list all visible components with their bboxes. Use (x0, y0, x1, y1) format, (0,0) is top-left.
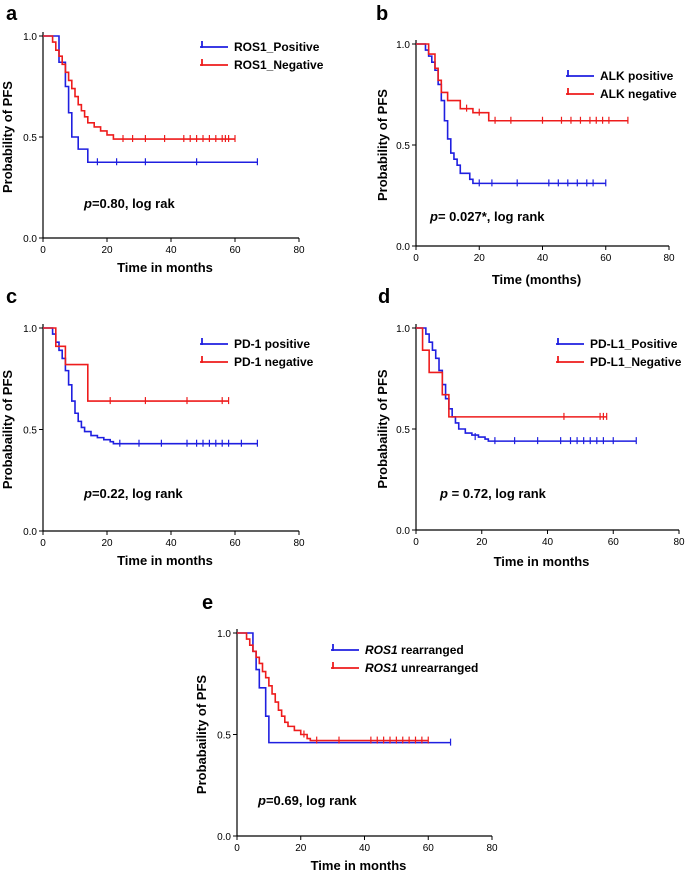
p-value-annotation: p = 0.72, log rank (439, 486, 547, 501)
y-tick-label: 1.0 (396, 324, 410, 335)
y-axis-label: Probability of PFS (0, 81, 15, 193)
x-axis-label: Time in months (117, 260, 213, 275)
p-value-annotation: p=0.69, log rank (257, 793, 357, 808)
legend-label: ALK negative (600, 87, 677, 101)
y-tick-label: 0.5 (396, 141, 410, 152)
x-tick-label: 20 (476, 537, 488, 548)
panel-e: e 0 20 40 60 80 0.0 0.5 1.0 Time in months Probaba… (194, 592, 498, 873)
legend: ALK positive ALK negative (566, 69, 677, 101)
legend-label: ROS1 rearranged (365, 643, 464, 657)
legend-label: ALK positive (600, 69, 674, 83)
series-line-negative (416, 43, 628, 122)
y-tick-label: 1.0 (23, 32, 37, 43)
x-axis-label: Time (months) (492, 272, 581, 287)
legend: ROS1_Positive ROS1_Negative (200, 40, 324, 72)
y-tick-label: 0.0 (23, 234, 37, 245)
legend-label: ROS1_Negative (234, 58, 324, 72)
y-tick-label: 1.0 (217, 629, 231, 640)
panel-b: b 0 20 40 60 80 0.0 0.5 1.0 Time (months) Probabil… (375, 3, 677, 287)
panel-d: d 0 20 40 60 80 0.0 0.5 1.0 Time in months Probaba… (375, 286, 685, 569)
x-tick-label: 0 (40, 245, 46, 256)
y-tick-label: 0.0 (396, 242, 410, 253)
x-tick-label: 40 (542, 537, 554, 548)
x-tick-label: 20 (101, 245, 113, 256)
legend-label: ROS1 unrearranged (365, 661, 478, 675)
x-tick-label: 60 (229, 538, 241, 549)
y-tick-label: 0.0 (23, 527, 37, 538)
x-tick-label: 60 (423, 843, 435, 854)
x-axis-label: Time in months (494, 554, 590, 569)
p-value-annotation: p= 0.027*, log rank (429, 209, 545, 224)
legend: PD-L1_Positive PD-L1_Negative (556, 337, 682, 369)
x-tick-label: 40 (165, 245, 177, 256)
y-tick-label: 0.5 (217, 731, 231, 742)
series-line-negative (43, 327, 229, 402)
y-tick-label: 0.5 (23, 426, 37, 437)
panels: a 0 20 40 60 80 0.0 0.5 1.0 Time in months Probabi… (0, 3, 685, 873)
series-line-positive (416, 327, 637, 442)
y-tick-label: 1.0 (396, 40, 410, 51)
x-tick-label: 60 (608, 537, 620, 548)
legend-label: PD-1 negative (234, 355, 314, 369)
x-tick-label: 80 (293, 538, 305, 549)
p-value-annotation: p=0.80, log rak (83, 196, 175, 211)
panel-label: c (6, 286, 17, 308)
x-tick-label: 80 (663, 253, 675, 264)
x-tick-label: 40 (165, 538, 177, 549)
x-tick-label: 20 (295, 843, 307, 854)
x-tick-label: 60 (600, 253, 612, 264)
x-tick-label: 80 (293, 245, 305, 256)
x-tick-label: 0 (413, 253, 419, 264)
panel-label: e (202, 592, 213, 614)
panel-label: b (376, 3, 388, 25)
x-tick-label: 80 (486, 843, 498, 854)
legend-label: PD-1 positive (234, 337, 310, 351)
series-line-positive (416, 43, 606, 185)
x-tick-label: 60 (229, 245, 241, 256)
y-tick-label: 0.0 (217, 832, 231, 843)
panel-label: d (378, 286, 390, 308)
x-tick-label: 0 (413, 537, 419, 548)
panel-label: a (6, 3, 18, 25)
y-tick-label: 1.0 (23, 324, 37, 335)
x-tick-label: 20 (474, 253, 486, 264)
x-tick-label: 80 (673, 537, 685, 548)
y-axis-label: Probabaility of PFS (194, 675, 209, 795)
p-value-annotation: p=0.22, log rank (83, 486, 183, 501)
series-line-negative (237, 632, 429, 742)
series-line-negative (43, 35, 235, 140)
y-axis-label: Probability of PFS (375, 89, 390, 201)
x-axis-label: Time in months (311, 858, 407, 873)
panel-c: c 0 20 40 60 80 0.0 0.5 1.0 Time in months Probaba… (0, 286, 314, 568)
panel-a: a 0 20 40 60 80 0.0 0.5 1.0 Time in months Probabi… (0, 3, 324, 275)
x-tick-label: 40 (359, 843, 371, 854)
y-axis-label: Probabaility of PFS (0, 370, 15, 490)
legend: PD-1 positive PD-1 negative (200, 337, 314, 369)
x-axis-label: Time in months (117, 553, 213, 568)
series-line-negative (416, 327, 607, 418)
y-tick-label: 0.5 (396, 425, 410, 436)
x-tick-label: 40 (537, 253, 549, 264)
legend-label: PD-L1_Negative (590, 355, 682, 369)
y-tick-label: 0.0 (396, 526, 410, 537)
y-tick-label: 0.5 (23, 133, 37, 144)
legend: ROS1 rearranged ROS1 unrearranged (331, 643, 478, 675)
x-tick-label: 0 (40, 538, 46, 549)
series-line-positive (43, 327, 258, 445)
series-line-positive (43, 35, 258, 164)
x-tick-label: 20 (101, 538, 113, 549)
legend-label: ROS1_Positive (234, 40, 320, 54)
x-tick-label: 0 (234, 843, 240, 854)
y-axis-label: Probabaility of PFS (375, 369, 390, 489)
legend-label: PD-L1_Positive (590, 337, 678, 351)
